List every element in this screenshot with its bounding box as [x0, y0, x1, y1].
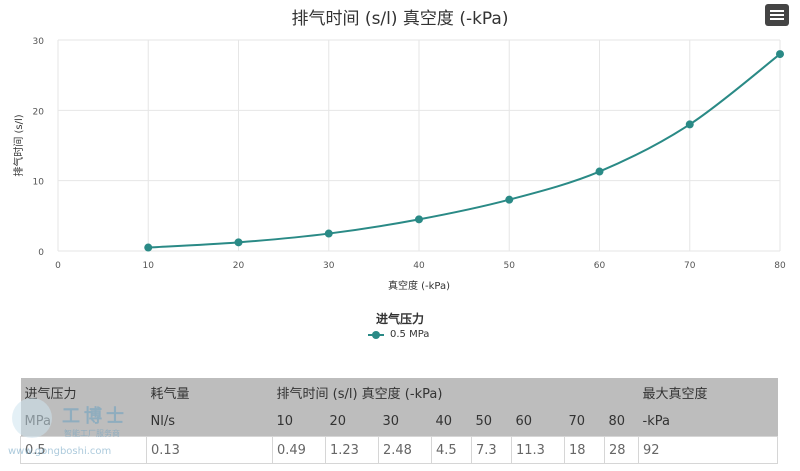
data-point[interactable] — [234, 238, 243, 247]
legend-title: 进气压力 — [375, 312, 424, 326]
header-cell: 20 — [325, 406, 379, 437]
header-cell: 排气时间 (s/l) 真空度 (-kPa) — [272, 378, 639, 406]
y-tick-label: 30 — [33, 37, 45, 47]
x-axis-ticks: 0 10 20 30 40 50 60 70 80 — [55, 261, 786, 271]
table-row: 0.5 0.13 0.49 1.23 2.48 4.5 7.3 11.3 18 … — [20, 436, 778, 464]
table-cell: 18 — [564, 436, 605, 464]
table-cell: 28 — [604, 436, 639, 464]
header-cell: 50 — [471, 406, 512, 437]
y-tick-label: 0 — [38, 248, 44, 258]
x-axis-label: 真空度 (-kPa) — [388, 279, 450, 292]
data-point[interactable] — [144, 243, 153, 252]
table-cell: 1.23 — [325, 436, 379, 464]
data-point[interactable] — [776, 50, 784, 59]
x-tick-label: 20 — [233, 261, 245, 271]
header-cell: 60 — [511, 406, 565, 437]
series-line — [148, 53, 781, 249]
y-tick-label: 20 — [33, 107, 45, 117]
table-cell: 0.49 — [272, 436, 326, 464]
data-point[interactable] — [505, 195, 514, 204]
legend-item-0-5-mpa[interactable]: 0.5 MPa — [368, 329, 429, 340]
header-cell: 耗气量 — [146, 378, 273, 406]
header-cell: Nl/s — [146, 406, 273, 437]
x-tick-label: 50 — [504, 261, 516, 271]
data-point[interactable] — [595, 167, 604, 176]
header-cell: 80 — [604, 406, 639, 437]
table-cell: 92 — [638, 436, 778, 464]
x-tick-label: 60 — [594, 261, 606, 271]
chart-container: 排气时间 (s/l) 真空度 (-kPa) 0 10 20 30 0 10 20 30 40 5… — [12, 4, 789, 340]
table-cell: 0.5 — [20, 436, 147, 464]
header-cell: 40 — [431, 406, 472, 437]
legend-label: 0.5 MPa — [390, 329, 430, 340]
x-tick-label: 70 — [684, 261, 696, 271]
hamburger-menu-icon[interactable] — [765, 4, 789, 26]
chart-title: 排气时间 (s/l) 真空度 (-kPa) — [291, 9, 509, 29]
table-cell: 2.48 — [378, 436, 432, 464]
y-axis-label: 排气时间 (s/l) — [12, 114, 25, 176]
series-points — [144, 50, 784, 252]
table-cell: 4.5 — [431, 436, 472, 464]
header-cell: -kPa — [638, 406, 778, 437]
header-cell: MPa — [20, 406, 147, 437]
header-cell: 10 — [272, 406, 326, 437]
grid-lines — [57, 39, 781, 252]
y-tick-label: 10 — [33, 178, 45, 188]
x-tick-label: 30 — [323, 261, 335, 271]
table-cell: 11.3 — [511, 436, 565, 464]
data-point[interactable] — [415, 215, 423, 224]
data-point[interactable] — [685, 120, 694, 129]
header-cell: 70 — [564, 406, 605, 437]
x-tick-label: 0 — [55, 261, 61, 271]
table-header-row: MPa Nl/s 10 20 30 40 50 60 70 80 -kPa — [20, 406, 778, 437]
line-chart: 0 10 20 30 0 10 20 30 40 50 60 70 80 排气时间 (s/l) 真空度… — [12, 37, 786, 292]
data-point[interactable] — [324, 229, 333, 238]
y-axis-ticks: 0 10 20 30 — [33, 37, 45, 258]
x-tick-label: 80 — [774, 261, 786, 271]
header-cell: 进气压力 — [20, 378, 147, 406]
legend-marker — [368, 330, 384, 340]
x-tick-label: 40 — [413, 261, 425, 271]
series-lines — [148, 53, 781, 249]
table-header-row: 进气压力 耗气量 排气时间 (s/l) 真空度 (-kPa) 最大真空度 — [20, 378, 778, 406]
spec-table: 进气压力 耗气量 排气时间 (s/l) 真空度 (-kPa) 最大真空度 MPa… — [20, 378, 778, 464]
header-cell: 30 — [378, 406, 432, 437]
table-cell: 7.3 — [471, 436, 512, 464]
x-tick-label: 10 — [143, 261, 155, 271]
table-cell: 0.13 — [146, 436, 273, 464]
header-cell: 最大真空度 — [638, 378, 778, 406]
